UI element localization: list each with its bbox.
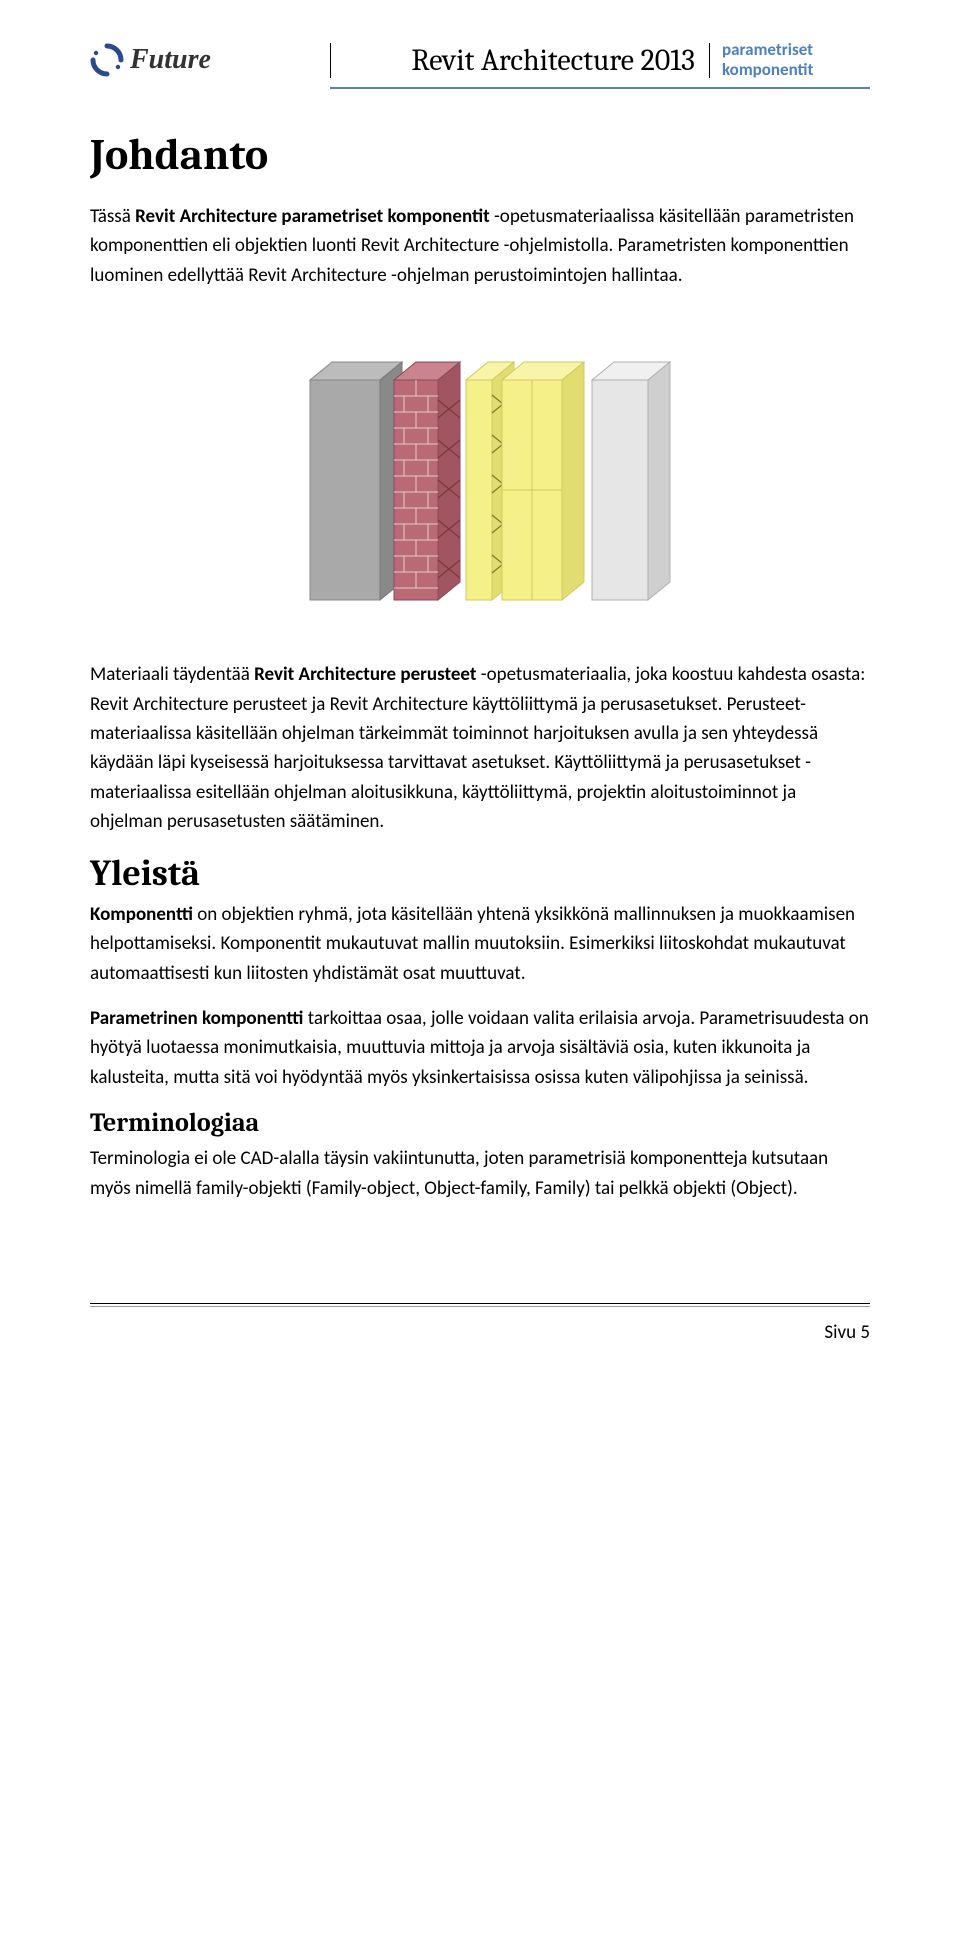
intro-paragraph-1: Tässä Revit Architecture parametriset ko…: [90, 202, 870, 290]
header-side-line1: parametriset: [722, 40, 870, 60]
terminology-paragraph: Terminologia ei ole CAD-alalla täysin va…: [90, 1144, 870, 1203]
header-title: Revit Architecture 2013: [411, 43, 695, 78]
page-header: Future Revit Architecture 2013 parametri…: [90, 40, 870, 81]
footer-rule-thin: [90, 1306, 870, 1307]
heading-johdanto: Johdanto: [90, 129, 870, 180]
header-rule: [330, 87, 870, 89]
brand-name: Future: [130, 44, 211, 76]
logo-icon: [90, 43, 124, 77]
header-title-cell: Revit Architecture 2013: [330, 43, 710, 78]
page-number: Sivu 5: [90, 1321, 870, 1344]
heading-yleista: Yleistä: [90, 853, 870, 894]
logo: Future: [90, 43, 330, 77]
general-paragraph-2: Parametrinen komponentti tarkoittaa osaa…: [90, 1004, 870, 1092]
header-side-line2: komponentit: [722, 60, 870, 80]
header-side: parametriset komponentit: [710, 40, 870, 81]
intro-paragraph-2: Materiaali täydentää Revit Architecture …: [90, 660, 870, 837]
general-paragraph-1: Komponentti on objektien ryhmä, jota käs…: [90, 900, 870, 988]
footer-rule: [90, 1303, 870, 1304]
wall-layers-diagram: [270, 320, 690, 620]
heading-terminologiaa: Terminologiaa: [90, 1108, 870, 1138]
